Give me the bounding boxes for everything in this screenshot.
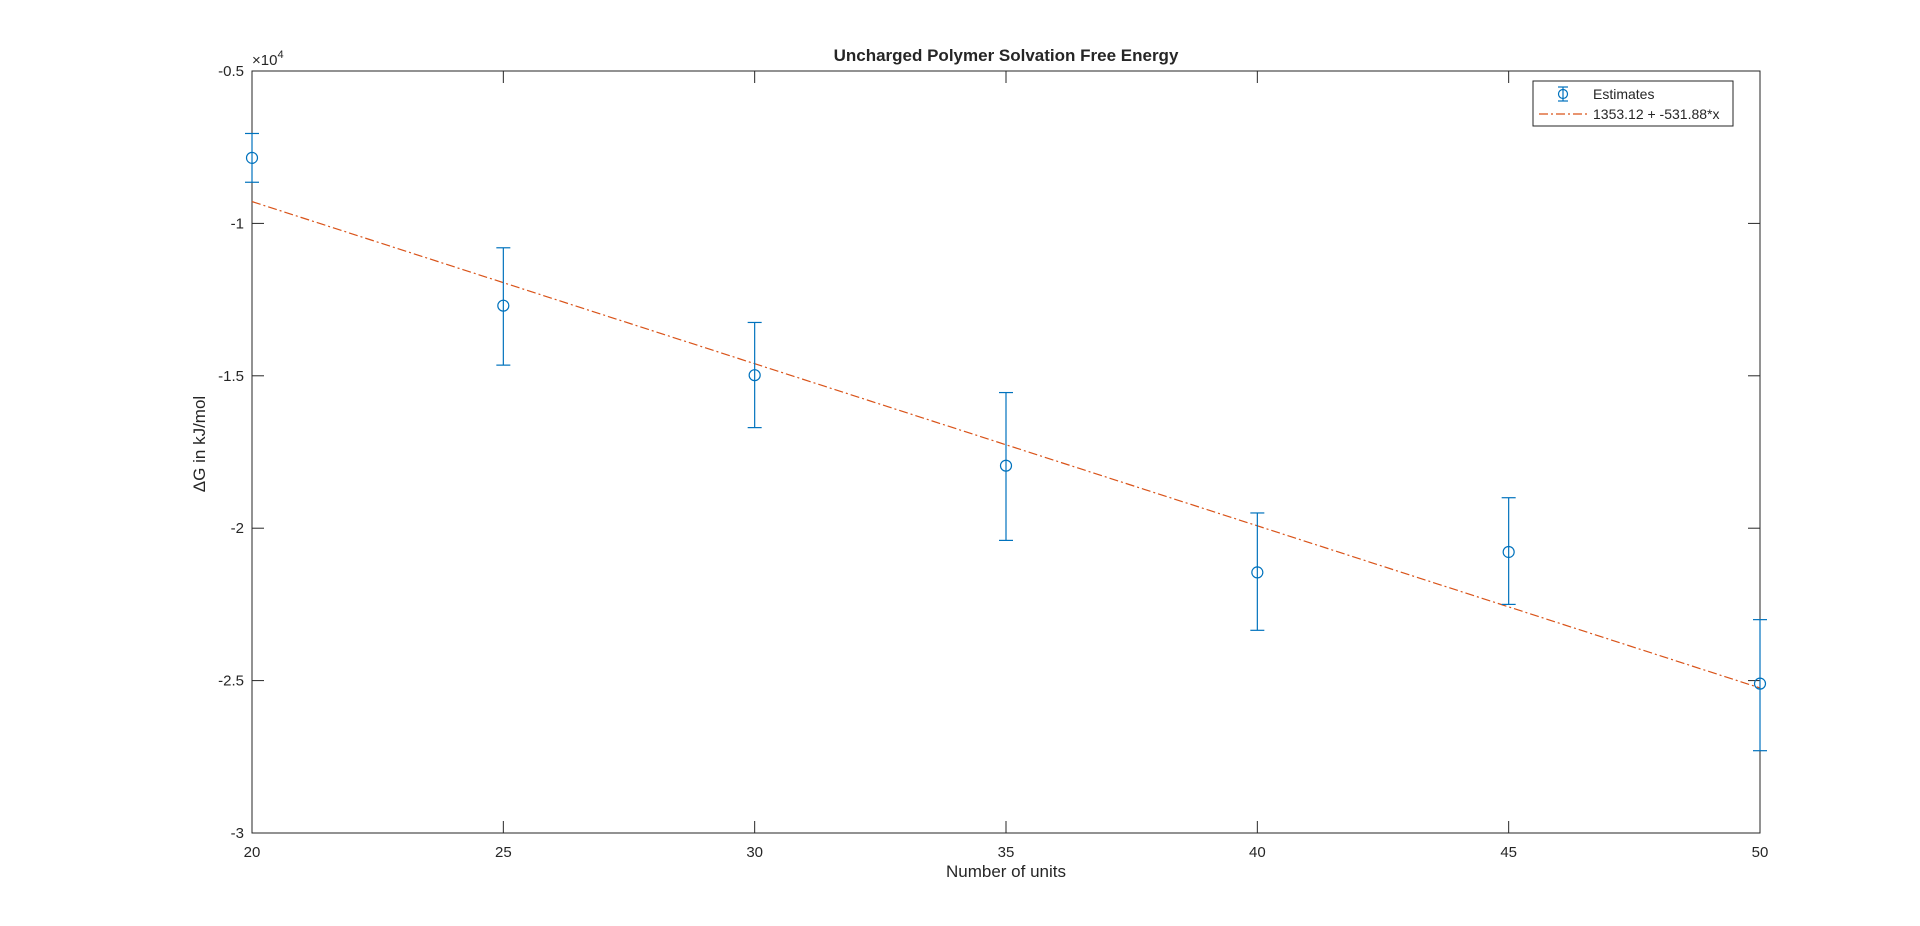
legend: Estimates 1353.12 + -531.88*x — [1532, 80, 1734, 127]
data-marker — [497, 299, 510, 312]
legend-label-fit: 1353.12 + -531.88*x — [1593, 106, 1720, 122]
y-axis-exponent: ×104 — [252, 49, 284, 69]
data-marker — [999, 459, 1013, 472]
errorbar-point-20 — [245, 132, 259, 183]
legend-marker — [1557, 88, 1569, 100]
y-tick-label-0: -3 — [231, 825, 244, 842]
data-marker — [1251, 566, 1264, 579]
errorbar-point-50 — [1753, 619, 1767, 752]
errorbar-point-25 — [496, 247, 511, 366]
errorbar-point-45 — [1501, 497, 1516, 606]
legend-label-estimates: Estimates — [1593, 86, 1654, 102]
chart-title: Uncharged Polymer Solvation Free Energy — [834, 46, 1179, 65]
y-tick-label-4: -1 — [231, 215, 244, 232]
y-axis-label-text: G in kJ/mol — [190, 396, 209, 481]
x-axis-label: Number of units — [946, 862, 1066, 881]
errorbar-point-40 — [1250, 512, 1265, 631]
data-marker — [1753, 677, 1767, 690]
data-marker — [748, 369, 761, 382]
x-tick-label-45: 45 — [1500, 844, 1517, 861]
x-tick-label-50: 50 — [1752, 844, 1769, 861]
x-tick-label-40: 40 — [1249, 844, 1266, 861]
y-tick-label-5: -0.5 — [218, 63, 244, 80]
data-marker — [245, 151, 259, 164]
errorbar-point-35 — [999, 391, 1013, 541]
x-tick-label-20: 20 — [244, 844, 261, 861]
data-marker — [1502, 545, 1515, 559]
y-axis-exponent-power: 4 — [277, 49, 283, 61]
x-tick-label-25: 25 — [495, 844, 512, 861]
y-axis-label: ΔG in kJ/mol — [190, 396, 209, 492]
y-tick-label-1: -2.5 — [218, 673, 244, 690]
y-axis-exponent-base: ×10 — [252, 52, 277, 69]
x-tick-label-35: 35 — [998, 844, 1015, 861]
y-axis-label-delta: Δ — [190, 481, 209, 492]
errorbar-point-30 — [747, 321, 762, 429]
x-tick-label-30: 30 — [746, 844, 763, 861]
legend-box — [1532, 80, 1734, 127]
y-tick-label-2: -2 — [231, 520, 244, 537]
y-tick-label-3: -1.5 — [218, 368, 244, 385]
